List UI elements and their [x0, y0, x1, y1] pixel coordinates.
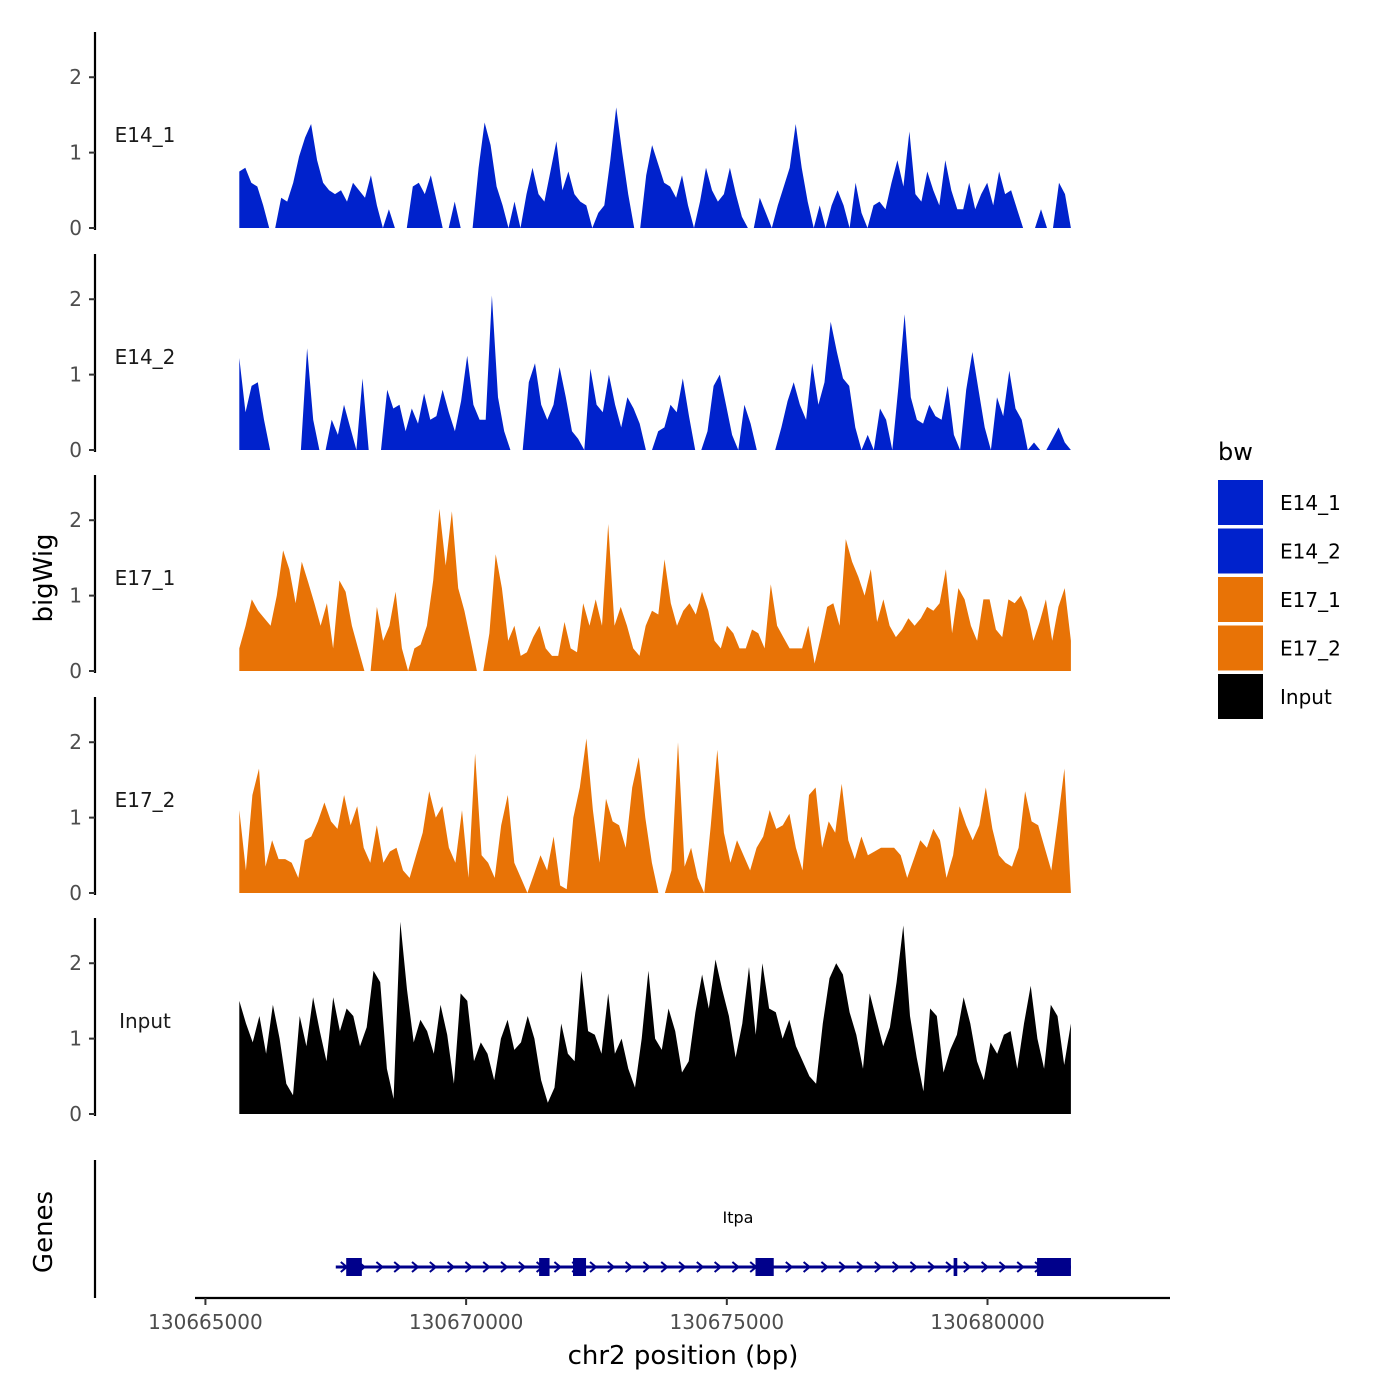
- track-panels: 0 1 2 E14_1 0 1 2 E14_2 0 1 2 E17_1 0 1 2 E17_2 0 1 2 Input: [69, 32, 1071, 1126]
- strand-arrow: [838, 1261, 847, 1273]
- strand-arrow: [411, 1261, 420, 1273]
- gene-exon: [573, 1258, 587, 1276]
- strand-arrow: [660, 1261, 669, 1273]
- strand-arrow: [464, 1261, 473, 1273]
- y-tick-label: 1: [69, 806, 82, 830]
- gene-exon: [1037, 1258, 1071, 1276]
- strand-arrow: [980, 1261, 990, 1273]
- strand-arrow: [642, 1261, 651, 1273]
- y-tick-label: 2: [69, 65, 82, 89]
- strand-arrow: [607, 1261, 616, 1273]
- strand-arrow: [891, 1261, 901, 1273]
- track-E14_1: 0 1 2 E14_1: [69, 32, 1071, 240]
- gene-exon: [539, 1258, 550, 1276]
- gene-panel-title: Genes: [29, 1191, 59, 1273]
- y-tick-label: 1: [69, 584, 82, 608]
- coverage-area-Input: [239, 921, 1071, 1114]
- track-E17_2: 0 1 2 E17_2: [69, 697, 1071, 905]
- track-Input: 0 1 2 Input: [69, 918, 1071, 1126]
- strand-arrow: [518, 1261, 527, 1273]
- gene-exon: [755, 1258, 774, 1276]
- legend-label: E17_1: [1280, 588, 1341, 612]
- coverage-area-E14_1: [239, 107, 1071, 228]
- y-tick-label: 2: [69, 287, 82, 311]
- strand-arrow: [998, 1261, 1007, 1273]
- legend-item-E14_1: E14_1: [1218, 480, 1341, 525]
- legend-swatch: [1218, 480, 1263, 525]
- strand-arrow: [696, 1261, 705, 1273]
- x-tick-label: 130665000: [148, 1310, 263, 1334]
- strand-arrow: [429, 1261, 438, 1273]
- strand-arrow: [713, 1261, 723, 1273]
- track-label: E17_1: [115, 566, 176, 590]
- legend-item-E17_1: E17_1: [1218, 577, 1341, 622]
- legend-swatch: [1218, 528, 1263, 574]
- y-tick-label: 0: [69, 216, 82, 240]
- legend: bw E14_1 E14_2 E17_1 E17_2 Input: [1218, 438, 1341, 719]
- track-E14_2: 0 1 2 E14_2: [69, 254, 1071, 462]
- legend-item-Input: Input: [1218, 674, 1332, 719]
- strand-arrow: [589, 1261, 598, 1273]
- y-tick-label: 0: [69, 881, 82, 905]
- x-tick-label: 130675000: [670, 1310, 785, 1334]
- strand-arrow: [856, 1261, 865, 1273]
- strand-arrow: [731, 1261, 740, 1273]
- strand-arrow: [482, 1261, 491, 1273]
- y-axis-title: bigWig: [29, 533, 59, 622]
- x-tick-label: 130680000: [930, 1310, 1045, 1334]
- strand-arrow: [945, 1261, 954, 1273]
- y-tick-label: 2: [69, 951, 82, 975]
- strand-arrow: [393, 1261, 402, 1273]
- track-label: E14_1: [115, 123, 176, 147]
- legend-swatch: [1218, 674, 1263, 719]
- strand-arrow: [1016, 1261, 1025, 1273]
- y-tick-label: 2: [69, 508, 82, 532]
- y-tick-label: 1: [69, 1027, 82, 1051]
- legend-label: Input: [1280, 685, 1332, 709]
- legend-label: E17_2: [1280, 637, 1341, 661]
- strand-arrow: [553, 1261, 562, 1273]
- strand-arrow: [874, 1261, 883, 1273]
- strand-arrow: [375, 1261, 384, 1273]
- strand-arrow: [963, 1261, 972, 1273]
- y-tick-label: 1: [69, 141, 82, 165]
- gene-name: Itpa: [723, 1208, 754, 1227]
- strand-arrow: [446, 1261, 456, 1273]
- strand-arrow: [927, 1261, 936, 1273]
- strand-arrow: [820, 1261, 829, 1273]
- y-tick-label: 1: [69, 363, 82, 387]
- strand-arrow: [500, 1261, 509, 1273]
- strand-arrow: [678, 1261, 687, 1273]
- coverage-area-E17_1: [239, 508, 1071, 671]
- legend-item-E14_2: E14_2: [1218, 528, 1341, 574]
- gene-exon: [346, 1258, 362, 1276]
- legend-label: E14_2: [1280, 540, 1341, 564]
- x-tick-label: 130670000: [409, 1310, 524, 1334]
- y-tick-label: 0: [69, 438, 82, 462]
- x-axis-title: chr2 position (bp): [568, 1341, 799, 1371]
- y-tick-label: 2: [69, 730, 82, 754]
- legend-item-E17_2: E17_2: [1218, 625, 1341, 671]
- gene-panel: Itpa: [93, 1160, 1071, 1298]
- y-tick-label: 0: [69, 659, 82, 683]
- coverage-area-E14_2: [239, 295, 1071, 450]
- gene-exon: [953, 1258, 958, 1276]
- track-label: Input: [119, 1009, 171, 1033]
- legend-swatch: [1218, 625, 1263, 671]
- strand-arrow: [624, 1261, 634, 1273]
- track-E17_1: 0 1 2 E17_1: [69, 475, 1071, 683]
- track-label: E14_2: [115, 345, 176, 369]
- x-axis: 130665000 130670000 130675000 130680000: [148, 1296, 1170, 1334]
- strand-arrow: [802, 1261, 812, 1273]
- legend-swatch: [1218, 577, 1263, 622]
- legend-label: E14_1: [1280, 491, 1341, 515]
- strand-arrow: [909, 1261, 918, 1273]
- y-tick-label: 0: [69, 1102, 82, 1126]
- legend-items: E14_1 E14_2 E17_1 E17_2 Input: [1218, 480, 1341, 719]
- track-label: E17_2: [115, 788, 176, 812]
- coverage-area-E17_2: [239, 738, 1071, 893]
- legend-title: bw: [1218, 438, 1253, 466]
- strand-arrow: [785, 1261, 794, 1273]
